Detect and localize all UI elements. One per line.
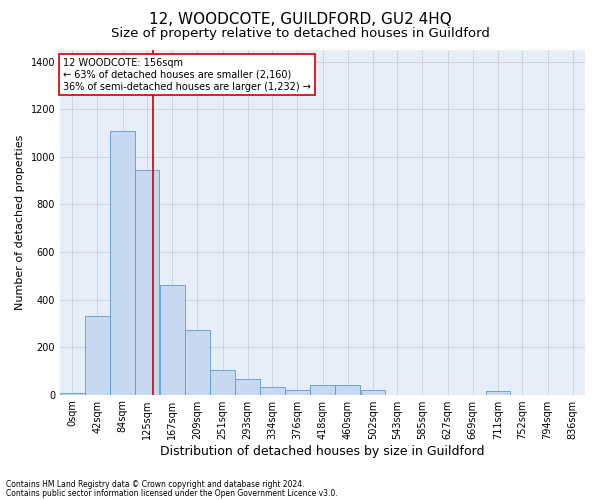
Bar — [185, 330, 209, 394]
Text: 12 WOODCOTE: 156sqm
← 63% of detached houses are smaller (2,160)
36% of semi-det: 12 WOODCOTE: 156sqm ← 63% of detached ho… — [63, 58, 311, 92]
Bar — [235, 379, 260, 394]
Text: 12, WOODCOTE, GUILDFORD, GU2 4HQ: 12, WOODCOTE, GUILDFORD, GU2 4HQ — [149, 12, 451, 28]
Bar — [310, 385, 335, 394]
Bar — [335, 385, 360, 394]
Bar — [210, 370, 235, 394]
Text: Size of property relative to detached houses in Guildford: Size of property relative to detached ho… — [110, 28, 490, 40]
Text: Contains public sector information licensed under the Open Government Licence v3: Contains public sector information licen… — [6, 488, 338, 498]
Bar — [361, 390, 385, 394]
Bar — [110, 131, 135, 394]
Bar — [135, 170, 160, 394]
Y-axis label: Number of detached properties: Number of detached properties — [15, 134, 25, 310]
Bar — [160, 286, 185, 395]
Bar — [285, 390, 310, 394]
Text: Contains HM Land Registry data © Crown copyright and database right 2024.: Contains HM Land Registry data © Crown c… — [6, 480, 305, 489]
Bar — [260, 388, 284, 394]
X-axis label: Distribution of detached houses by size in Guildford: Distribution of detached houses by size … — [160, 444, 485, 458]
Bar — [485, 391, 510, 394]
Bar — [85, 316, 110, 394]
